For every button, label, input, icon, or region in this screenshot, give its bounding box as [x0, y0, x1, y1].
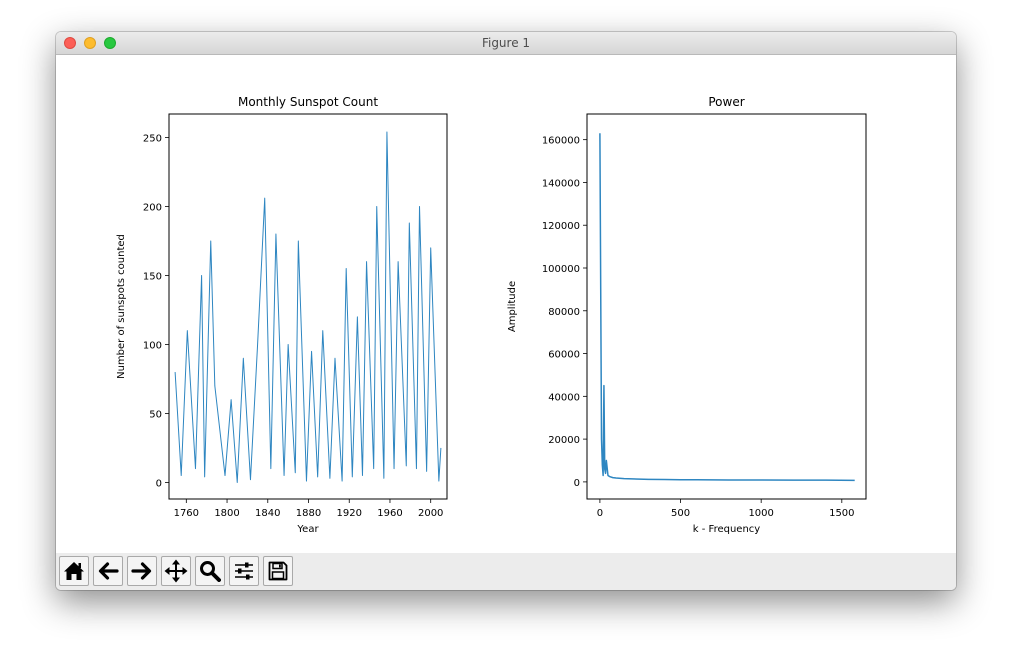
sliders-icon: [235, 562, 253, 580]
minimize-window-button[interactable]: [84, 37, 96, 49]
power-ytick-label: 80000: [548, 307, 580, 318]
configure-subplots-button[interactable]: [229, 556, 259, 586]
zoom-button[interactable]: [195, 556, 225, 586]
power-ytick-label: 20000: [548, 435, 580, 446]
back-button[interactable]: [93, 556, 123, 586]
sunspot-ylabel: Number of sunspots counted: [116, 234, 127, 379]
pan-button[interactable]: [161, 556, 191, 586]
power-xtick-label: 1000: [748, 508, 773, 519]
sunspot-series-line-0: [174, 131, 442, 483]
figure-canvas[interactable]: 1760 1800 1840 1880 1920 1960 2000 0 50 100 150 200…: [56, 55, 956, 553]
power-xtick-label: 500: [671, 508, 690, 519]
sunspot-ytick-label: 100: [143, 340, 162, 351]
power-ytick-label: 100000: [542, 264, 580, 275]
power-xtick-label: 1500: [829, 508, 854, 519]
arrow-right-icon: [131, 562, 152, 580]
sunspot-ytick-label: 200: [143, 202, 162, 213]
power-ytick-label: 40000: [548, 392, 580, 403]
sunspot-axes-frame: [168, 113, 448, 500]
window-title: Figure 1: [481, 36, 531, 50]
close-window-button[interactable]: [64, 37, 76, 49]
power-xtick-label: 0: [597, 508, 603, 519]
title-bar: Figure 1: [56, 32, 956, 55]
power-ytick-label: 60000: [548, 350, 580, 361]
power-ytick-label: 160000: [542, 136, 580, 147]
sunspot-xtick-label: 2000: [418, 508, 443, 519]
move-arrows-icon: [164, 559, 188, 583]
navigation-toolbar: [56, 553, 956, 590]
power-xlabel: k - Frequency: [693, 524, 760, 535]
sunspot-ytick-label: 0: [156, 478, 162, 489]
maximize-window-button[interactable]: [104, 37, 116, 49]
power-ytick-label: 140000: [542, 178, 580, 189]
forward-button[interactable]: [127, 556, 157, 586]
sunspot-ytick-label: 250: [143, 133, 162, 144]
power-ytick-label: 120000: [542, 221, 580, 232]
home-icon: [64, 562, 84, 580]
sunspot-xtick-label: 1760: [174, 508, 199, 519]
home-button[interactable]: [59, 556, 89, 586]
sunspot-xtick-label: 1800: [214, 508, 239, 519]
power-ylabel: Amplitude: [507, 281, 518, 332]
sunspot-xlabel: Year: [296, 524, 319, 535]
sunspot-title: Monthly Sunspot Count: [238, 95, 378, 109]
power-series-line-0: [599, 133, 855, 482]
power-axes-frame: [586, 113, 867, 500]
arrow-left-icon: [98, 562, 119, 580]
sunspot-xtick-label: 1840: [255, 508, 280, 519]
save-button[interactable]: [263, 556, 293, 586]
sunspot-ytick-label: 150: [143, 271, 162, 282]
power-title: Power: [708, 95, 744, 109]
sunspot-xtick-label: 1880: [296, 508, 321, 519]
sunspot-xtick-label: 1960: [377, 508, 402, 519]
power-ytick-label: 0: [574, 478, 580, 489]
figure-plot: 1760 1800 1840 1880 1920 1960 2000050100150200…: [116, 95, 867, 535]
magnifier-icon: [200, 561, 221, 582]
sunspot-ytick-label: 50: [149, 409, 162, 420]
figure-window: Figure 1 1760 1800 1840 1880 1920 1960 2000 0 50…: [56, 32, 956, 590]
sunspot-xtick-label: 1920: [337, 508, 362, 519]
floppy-disk-icon: [268, 561, 288, 581]
